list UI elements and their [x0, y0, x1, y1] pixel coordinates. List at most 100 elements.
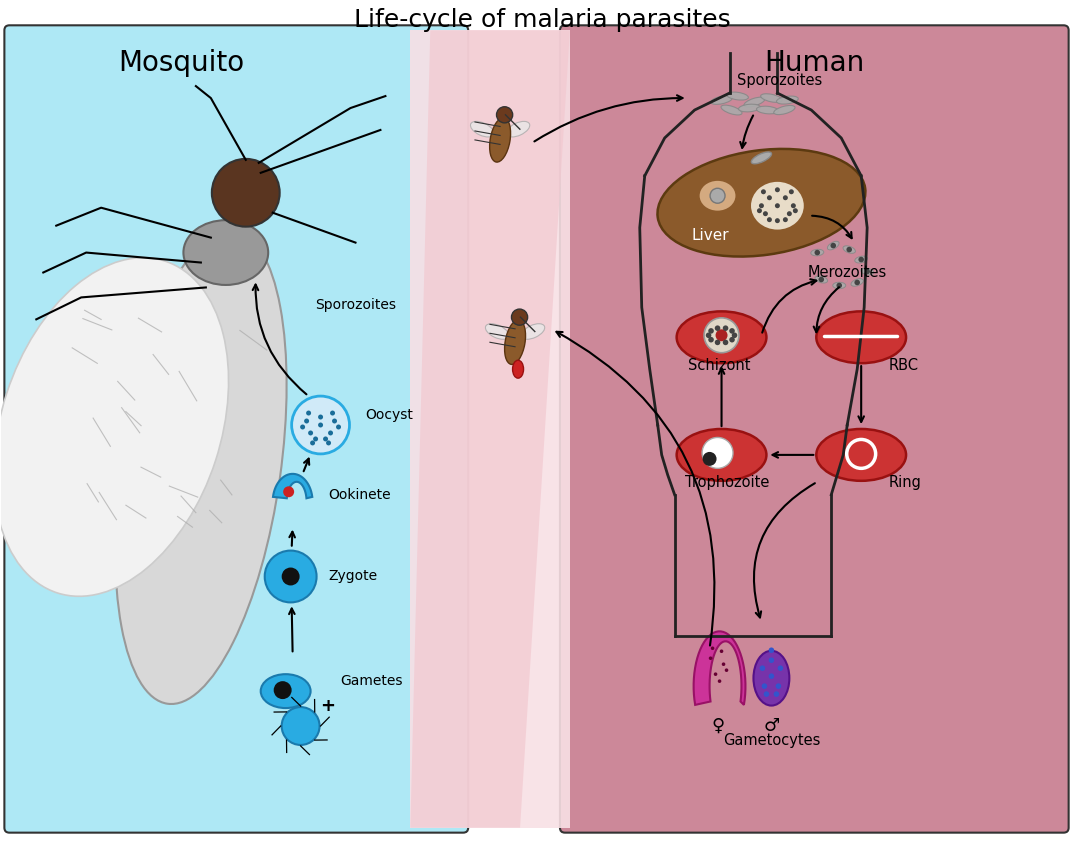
Ellipse shape [676, 312, 766, 363]
Circle shape [308, 430, 313, 435]
Circle shape [702, 437, 733, 468]
Circle shape [818, 277, 824, 282]
Text: Gametes: Gametes [340, 674, 403, 688]
Circle shape [792, 208, 798, 213]
Polygon shape [411, 30, 570, 828]
Circle shape [725, 668, 728, 672]
Circle shape [714, 340, 721, 346]
Circle shape [708, 328, 714, 334]
Text: Mosquito: Mosquito [118, 49, 244, 77]
Circle shape [705, 318, 739, 352]
Ellipse shape [738, 104, 760, 112]
Circle shape [757, 208, 762, 213]
Text: +: + [321, 697, 336, 715]
Ellipse shape [855, 256, 867, 263]
Circle shape [837, 283, 842, 288]
Text: Zygote: Zygote [328, 569, 377, 584]
Circle shape [328, 430, 333, 435]
Circle shape [264, 551, 317, 602]
Circle shape [718, 679, 721, 683]
Ellipse shape [816, 312, 906, 363]
Circle shape [323, 436, 328, 441]
Ellipse shape [721, 105, 743, 115]
Text: ♂: ♂ [763, 717, 779, 735]
Ellipse shape [751, 152, 772, 163]
Text: Human: Human [764, 49, 864, 77]
Ellipse shape [521, 324, 545, 340]
Ellipse shape [851, 279, 863, 286]
Circle shape [282, 707, 320, 745]
Circle shape [775, 219, 779, 223]
Circle shape [854, 280, 860, 285]
Ellipse shape [827, 241, 839, 250]
Ellipse shape [811, 249, 824, 256]
Circle shape [706, 333, 711, 338]
Circle shape [306, 411, 311, 416]
Circle shape [775, 187, 779, 192]
Circle shape [332, 418, 337, 424]
Ellipse shape [744, 97, 765, 107]
Circle shape [787, 211, 791, 216]
Ellipse shape [115, 230, 286, 704]
Circle shape [711, 646, 714, 650]
Circle shape [713, 673, 718, 676]
Ellipse shape [833, 282, 846, 289]
Circle shape [814, 250, 821, 255]
Circle shape [732, 333, 737, 338]
Circle shape [774, 691, 779, 697]
Ellipse shape [776, 96, 798, 104]
Circle shape [777, 666, 783, 671]
FancyBboxPatch shape [560, 25, 1069, 833]
Ellipse shape [815, 276, 827, 283]
Ellipse shape [843, 246, 855, 253]
Polygon shape [273, 473, 312, 498]
Text: Ookinete: Ookinete [328, 488, 391, 501]
Circle shape [723, 325, 728, 331]
Ellipse shape [183, 220, 268, 285]
Polygon shape [694, 631, 746, 705]
Text: Sporozoites: Sporozoites [737, 73, 822, 87]
Text: Life-cycle of malaria parasites: Life-cycle of malaria parasites [353, 8, 731, 32]
Circle shape [300, 424, 305, 429]
Ellipse shape [506, 121, 530, 137]
Text: Trophozoite: Trophozoite [685, 475, 769, 490]
Circle shape [762, 684, 767, 689]
Circle shape [730, 328, 735, 334]
Circle shape [720, 650, 723, 653]
Circle shape [330, 411, 335, 416]
Text: Schizont: Schizont [687, 357, 750, 373]
Text: Gametocytes: Gametocytes [723, 734, 821, 749]
FancyBboxPatch shape [4, 25, 468, 833]
Circle shape [769, 657, 774, 663]
Polygon shape [411, 30, 570, 828]
Circle shape [789, 189, 793, 194]
Ellipse shape [711, 96, 733, 104]
Ellipse shape [698, 180, 736, 212]
Text: Liver: Liver [692, 228, 730, 243]
Circle shape [763, 211, 767, 216]
Text: Merozoites: Merozoites [808, 265, 887, 280]
Text: Sporozoites: Sporozoites [315, 298, 397, 313]
Circle shape [714, 325, 721, 331]
Circle shape [318, 414, 323, 419]
Ellipse shape [774, 105, 795, 114]
Ellipse shape [0, 257, 229, 596]
Circle shape [791, 203, 796, 208]
Circle shape [310, 440, 315, 446]
Circle shape [864, 268, 870, 274]
Circle shape [708, 337, 714, 342]
Circle shape [847, 246, 852, 252]
Circle shape [318, 423, 323, 428]
Circle shape [760, 666, 765, 671]
Ellipse shape [490, 118, 511, 162]
Ellipse shape [750, 180, 804, 230]
Circle shape [292, 396, 349, 454]
Text: RBC: RBC [889, 357, 919, 373]
Text: Ring: Ring [889, 475, 922, 490]
Circle shape [313, 436, 318, 441]
Circle shape [769, 647, 774, 653]
Text: Oocyst: Oocyst [365, 408, 413, 422]
Circle shape [722, 662, 725, 666]
Circle shape [211, 159, 280, 227]
Ellipse shape [486, 324, 508, 340]
